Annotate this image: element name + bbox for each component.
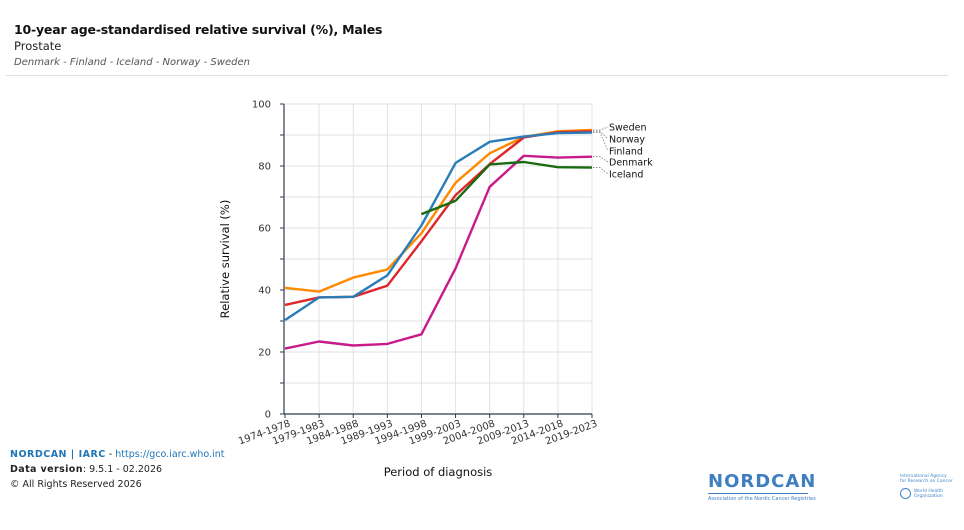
x-axis-title: Period of diagnosis — [384, 465, 493, 479]
footer-brand: NORDCAN | IARC — [10, 449, 106, 460]
axes: 0204060801001974-19781979-19831984-19881… — [237, 100, 599, 448]
y-tick-label: 40 — [258, 286, 271, 297]
chart-subtitle: Prostate — [14, 39, 62, 53]
data-version-value: : 9.5.1 - 02.2026 — [82, 464, 163, 475]
header-divider — [6, 75, 948, 76]
legend-leader-norway — [593, 130, 609, 140]
who-globe-icon — [900, 488, 911, 499]
legend-label-sweden: Sweden — [609, 123, 647, 134]
data-version-label: Data version — [10, 464, 83, 475]
legend-leader-iceland — [593, 167, 609, 175]
who-line-2: Organization — [914, 493, 943, 499]
legend-label-denmark: Denmark — [609, 158, 653, 169]
chart-title: 10-year age-standardised relative surviv… — [14, 22, 383, 37]
legend-label-iceland: Iceland — [609, 170, 643, 181]
copyright: © All Rights Reserved 2026 — [10, 479, 142, 490]
legend-leader-sweden — [593, 126, 609, 131]
y-tick-label: 60 — [258, 224, 271, 235]
chart-header: 10-year age-standardised relative surviv… — [14, 22, 382, 68]
country-list: Denmark - Finland - Iceland - Norway - S… — [14, 57, 250, 68]
y-tick-label: 20 — [258, 348, 271, 359]
iarc-line-1: International Agency — [900, 474, 947, 479]
legend-leader-finland — [593, 132, 609, 152]
y-axis-title: Relative survival (%) — [218, 200, 232, 319]
y-tick-label: 80 — [258, 162, 271, 173]
iarc-line-2: for Research on Cancer — [900, 479, 953, 484]
iarc-who-logo: International Agency for Research on Can… — [900, 474, 960, 499]
nordcan-logo-tagline: Association of the Nordic Cancer Registr… — [708, 496, 816, 502]
series-group — [284, 128, 593, 350]
nordcan-logo-rule — [708, 493, 808, 494]
grid — [285, 103, 593, 414]
who-line-1: World Health — [914, 488, 944, 494]
footer-separator: - — [105, 449, 116, 460]
nordcan-logo: NORDCAN Association of the Nordic Cancer… — [708, 471, 817, 502]
series-line-finland — [284, 131, 593, 322]
legend-leader-denmark — [593, 156, 609, 163]
footer-link[interactable]: https://gco.iarc.who.int — [115, 449, 225, 460]
series-line-sweden — [284, 128, 593, 293]
series-line-iceland — [420, 160, 593, 216]
legend-label-finland: Finland — [609, 147, 643, 158]
y-tick-label: 100 — [252, 100, 271, 111]
who-logo: World Health Organization — [900, 488, 960, 499]
legend-label-norway: Norway — [609, 135, 645, 146]
series-line-denmark — [284, 154, 593, 350]
y-tick-label: 0 — [265, 410, 271, 421]
nordcan-logo-name: NORDCAN — [708, 471, 817, 492]
footer: NORDCAN | IARC - https://gco.iarc.who.in… — [10, 447, 224, 492]
